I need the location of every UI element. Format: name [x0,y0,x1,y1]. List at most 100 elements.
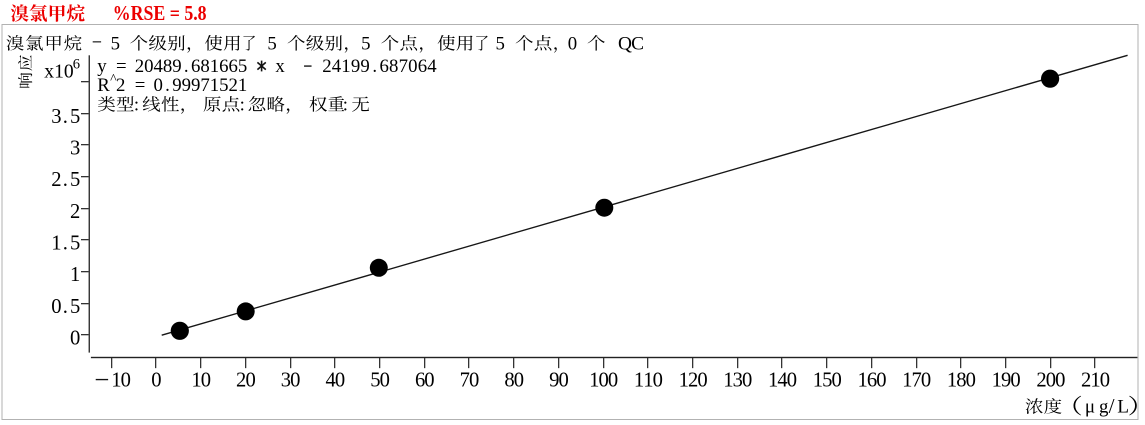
svg-text:1: 1 [111,370,121,392]
svg-text:6: 6 [380,56,389,77]
svg-text:0: 0 [1046,370,1056,392]
svg-text:=: = [135,75,146,96]
svg-text:4: 4 [153,56,163,77]
svg-text:5: 5 [361,33,370,54]
svg-text:1: 1 [768,370,778,392]
svg-text:x10: x10 [44,62,74,83]
svg-text:5: 5 [267,33,276,54]
svg-text:=: = [116,56,127,77]
svg-text:1: 1 [679,370,689,392]
svg-text:1: 1 [341,56,350,77]
svg-text:7: 7 [912,370,922,392]
svg-text:0: 0 [144,56,153,77]
svg-text:1: 1 [210,56,219,77]
svg-text:5: 5 [70,106,80,128]
svg-text:3: 3 [281,370,291,392]
svg-text:6: 6 [418,56,427,77]
svg-text:1: 1 [191,370,201,392]
svg-text:.: . [63,233,68,255]
svg-text:1: 1 [634,370,644,392]
svg-text:9: 9 [172,75,181,96]
svg-text:6: 6 [415,370,425,392]
svg-text:5: 5 [238,56,247,77]
svg-text:1: 1 [902,370,912,392]
svg-text:L: L [1117,397,1129,418]
svg-text::: : [240,94,245,115]
svg-text:2: 2 [1036,370,1046,392]
svg-text:0: 0 [599,370,609,392]
svg-text:0: 0 [742,370,752,392]
svg-text:2: 2 [116,75,125,96]
svg-text:3: 3 [70,137,80,159]
svg-text:9: 9 [549,370,559,392]
svg-text:0: 0 [201,370,211,392]
svg-text:.: . [372,56,377,77]
svg-text:R: R [97,75,110,96]
svg-text:8: 8 [200,56,209,77]
svg-text:2: 2 [135,56,144,77]
svg-text:2: 2 [1081,370,1091,392]
svg-text:2: 2 [236,370,246,392]
svg-text:.: . [184,56,189,77]
svg-text:^: ^ [110,72,117,87]
svg-text:0: 0 [1100,370,1110,392]
svg-text:0: 0 [245,370,255,392]
svg-text:6: 6 [73,57,80,73]
svg-text:9: 9 [191,75,200,96]
svg-text:0: 0 [787,370,797,392]
svg-text:3: 3 [733,370,743,392]
svg-text:1: 1 [857,370,867,392]
svg-text:1: 1 [51,233,61,255]
svg-text:9: 9 [360,56,369,77]
svg-text:C: C [631,33,644,54]
svg-text:5: 5 [111,33,120,54]
svg-text:%RSE = 5.8: %RSE = 5.8 [113,3,207,25]
svg-text:6: 6 [228,56,237,77]
svg-text:g: g [1099,397,1109,418]
svg-text:y: y [97,56,107,77]
svg-text:4: 4 [777,370,787,392]
svg-text:0: 0 [424,370,434,392]
svg-text:0: 0 [514,370,524,392]
svg-text:μ: μ [1085,397,1095,418]
svg-text:0: 0 [151,370,161,392]
svg-text:1: 1 [947,370,957,392]
svg-text:0: 0 [70,328,80,350]
svg-text:/: / [1109,394,1115,418]
svg-text:9: 9 [172,56,181,77]
svg-text:2: 2 [228,75,237,96]
svg-text:0: 0 [921,370,931,392]
svg-text:1: 1 [1090,370,1100,392]
svg-text:1: 1 [992,370,1002,392]
svg-text:5: 5 [496,33,505,54]
svg-text:5: 5 [70,233,80,255]
svg-text:2: 2 [688,370,698,392]
svg-text:.: . [63,296,68,318]
svg-text:3: 3 [51,106,61,128]
svg-text:9: 9 [351,56,360,77]
svg-text:6: 6 [867,370,877,392]
svg-text:7: 7 [399,56,408,77]
svg-text:.: . [63,106,68,128]
svg-text:0: 0 [469,370,479,392]
svg-text:1: 1 [813,370,823,392]
svg-text:0: 0 [608,370,618,392]
svg-text:0: 0 [408,56,417,77]
svg-text:0: 0 [831,370,841,392]
svg-text:5: 5 [822,370,832,392]
svg-text:8: 8 [504,370,514,392]
svg-text::: : [343,94,348,115]
svg-text::: : [134,94,139,115]
svg-text:0: 0 [876,370,886,392]
svg-text:7: 7 [200,75,209,96]
svg-text:0: 0 [558,370,568,392]
svg-text:8: 8 [163,56,172,77]
svg-text:4: 4 [332,56,342,77]
svg-text:0: 0 [51,296,61,318]
svg-text:x: x [275,56,285,77]
svg-text:2: 2 [322,56,331,77]
svg-text:5: 5 [219,75,228,96]
svg-text:6: 6 [191,56,200,77]
svg-text:4: 4 [427,56,437,77]
svg-text:0: 0 [380,370,390,392]
